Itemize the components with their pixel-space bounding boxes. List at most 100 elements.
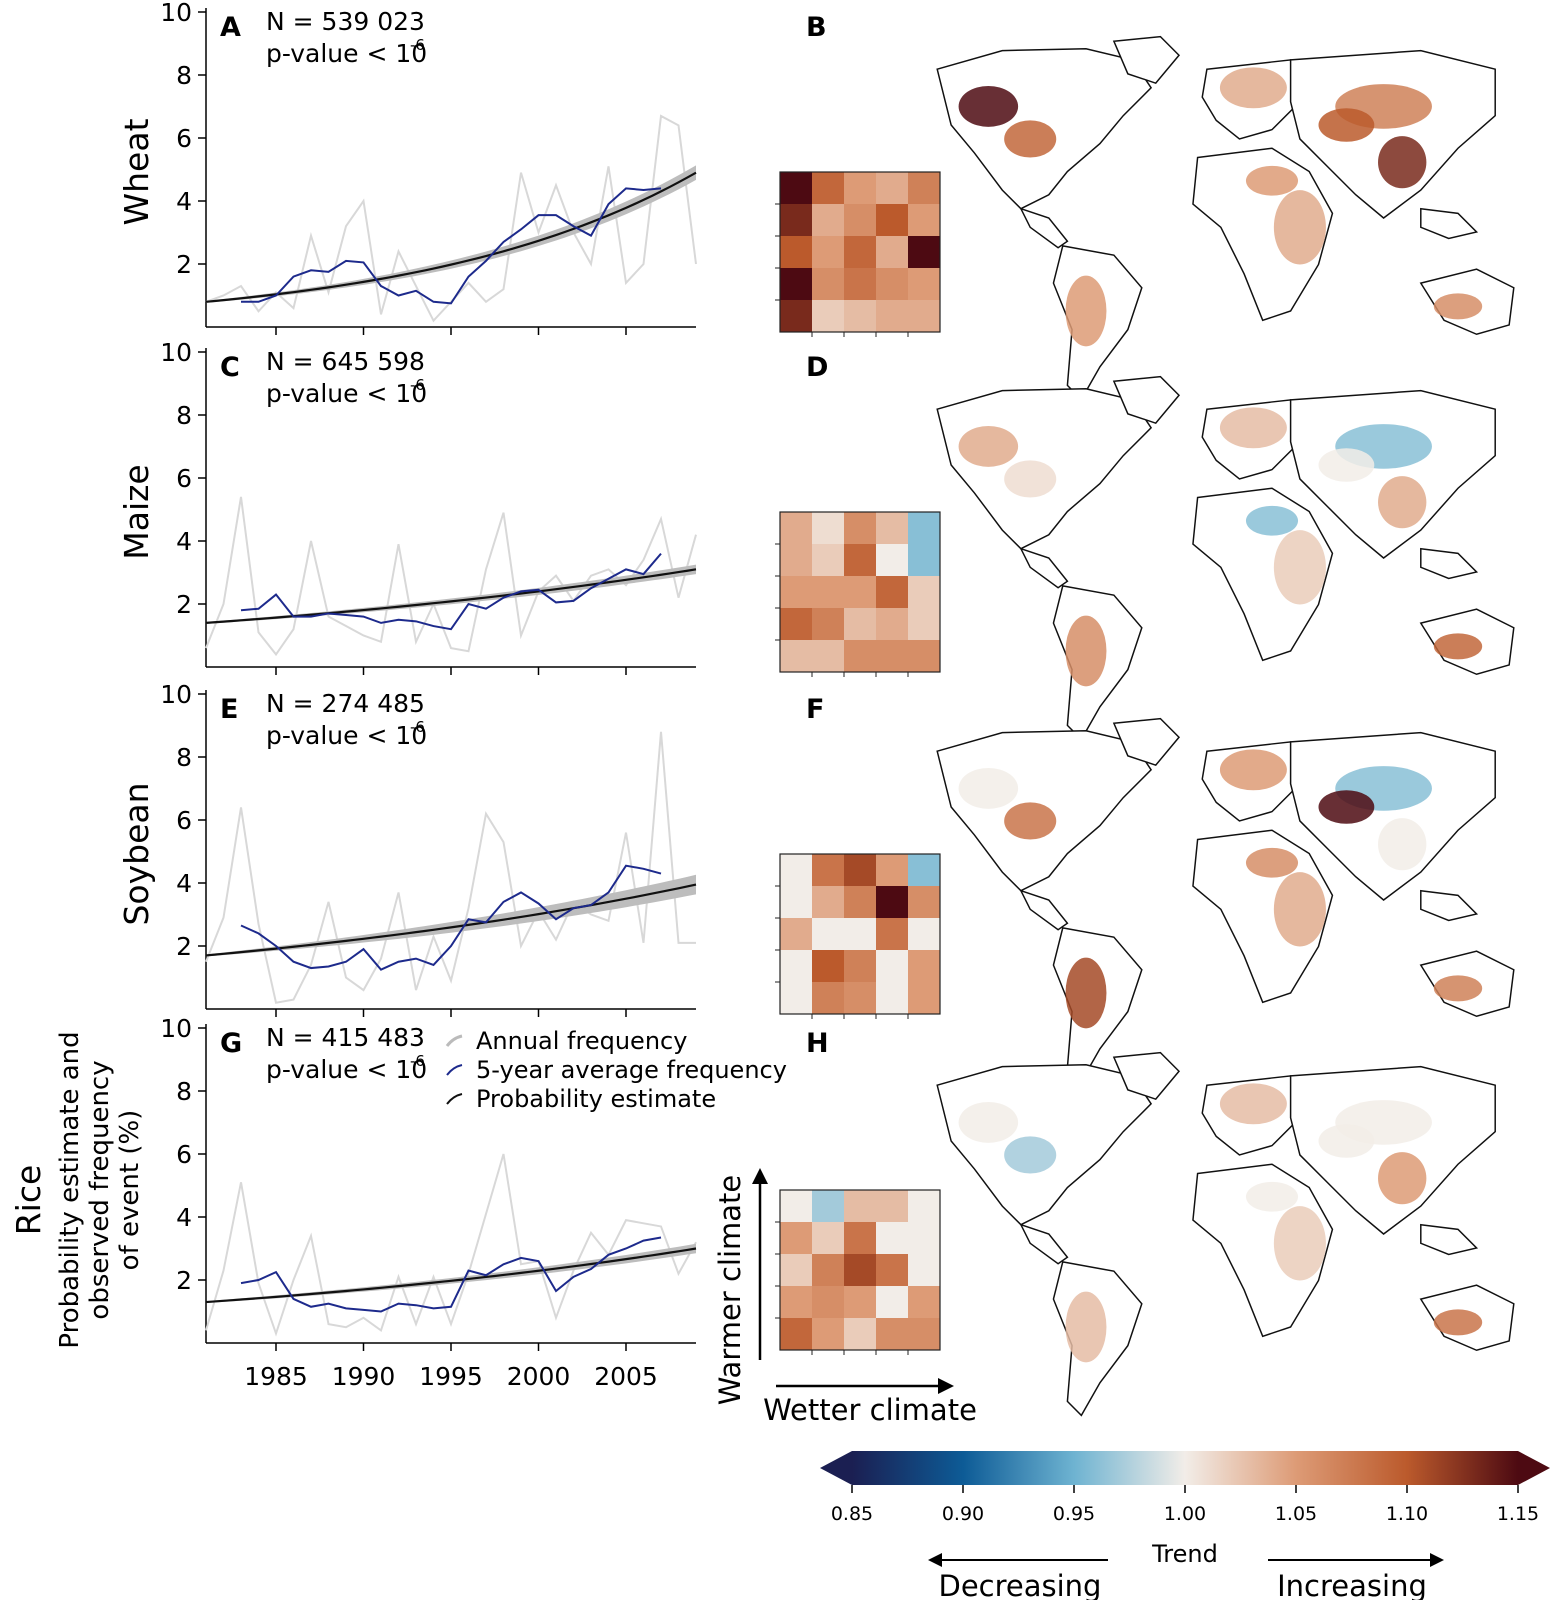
cropland-region bbox=[1219, 67, 1287, 109]
cropland-region bbox=[1245, 1181, 1299, 1212]
cropland-region bbox=[1433, 975, 1483, 1002]
cropland-region bbox=[1004, 460, 1057, 498]
grid-cell bbox=[876, 576, 908, 608]
cropland-region bbox=[1273, 530, 1326, 605]
probability-estimate-line bbox=[205, 883, 697, 957]
grid-cell bbox=[876, 1254, 908, 1286]
grid-cell bbox=[780, 1222, 812, 1254]
cropland-region bbox=[1065, 615, 1107, 687]
grid-cell bbox=[812, 950, 844, 982]
grid-cell bbox=[908, 204, 940, 236]
y-tick-label: 8 bbox=[176, 1077, 192, 1106]
continent-greenland bbox=[1112, 375, 1181, 425]
grid-cell bbox=[780, 1318, 812, 1350]
world-map-rice bbox=[936, 1051, 1515, 1417]
grid-cell bbox=[812, 854, 844, 886]
grid-cell bbox=[780, 236, 812, 268]
x-tick-label: 2005 bbox=[594, 1362, 658, 1391]
cropland-region bbox=[1065, 957, 1107, 1029]
grid-cell bbox=[812, 608, 844, 640]
grid-cell bbox=[812, 982, 844, 1014]
grid-cell bbox=[844, 300, 876, 332]
cropland-region bbox=[1219, 407, 1287, 449]
grid-cell bbox=[844, 512, 876, 544]
grid-cell bbox=[812, 512, 844, 544]
panel-letter: A bbox=[220, 12, 241, 43]
grid-cell bbox=[876, 1286, 908, 1318]
y-tick-label: 8 bbox=[176, 61, 192, 90]
grid-cell bbox=[876, 608, 908, 640]
world-map-soybean bbox=[936, 717, 1515, 1083]
map-panel-letter: B bbox=[806, 12, 827, 43]
grid-cell bbox=[780, 512, 812, 544]
legend-annual-swatch bbox=[445, 1034, 463, 1047]
probability-band bbox=[206, 564, 696, 624]
grid-cell bbox=[780, 1254, 812, 1286]
cropland-region bbox=[1433, 633, 1483, 660]
y-tick-label: 6 bbox=[176, 124, 192, 153]
y-tick-label: 4 bbox=[176, 187, 192, 216]
grid-cell bbox=[780, 300, 812, 332]
grid-cell bbox=[844, 608, 876, 640]
grid-cell bbox=[844, 1286, 876, 1318]
map-panel-letter: F bbox=[806, 694, 824, 725]
continent-southeast-asia bbox=[1420, 1223, 1479, 1256]
continent-asia bbox=[1289, 389, 1496, 559]
cropland-region bbox=[1378, 136, 1427, 189]
continent-central-america bbox=[1019, 1223, 1069, 1265]
panel-rice: 10 8 6 4 2 1985 1990 1995 2000 2005 G N = 415 483 p-… bbox=[160, 1014, 697, 1391]
grid-frame bbox=[779, 511, 941, 673]
continent-asia bbox=[1289, 1065, 1496, 1235]
grid-cell bbox=[844, 1190, 876, 1222]
annual-frequency-line bbox=[205, 114, 697, 323]
avg5-frequency-line bbox=[241, 187, 662, 305]
grid-cell bbox=[812, 1254, 844, 1286]
panel-wheat: 10 8 6 4 2 A N = 539 023 p-value < 10-6 Wheat bbox=[117, 0, 697, 335]
warmer-climate-label: Warmer climate bbox=[713, 1175, 747, 1406]
grid-cell bbox=[876, 544, 908, 576]
grid-cell bbox=[780, 854, 812, 886]
legend-avg5-label: 5-year average frequency bbox=[476, 1056, 787, 1084]
cropland-region bbox=[958, 1101, 1019, 1143]
grid-cell bbox=[780, 950, 812, 982]
continent-central-america bbox=[1019, 207, 1069, 249]
grid-cell bbox=[780, 886, 812, 918]
cropland-region bbox=[1378, 1152, 1427, 1205]
grid-cell bbox=[876, 1190, 908, 1222]
n-text: N = 645 598 bbox=[266, 347, 425, 376]
legend-prob-swatch bbox=[446, 1093, 463, 1105]
cropland-region bbox=[1245, 847, 1299, 878]
grid-cell bbox=[908, 640, 940, 672]
crop-label: Maize bbox=[117, 464, 156, 560]
y-tick-label: 2 bbox=[176, 932, 192, 961]
grid-cell bbox=[844, 950, 876, 982]
n-text: N = 415 483 bbox=[266, 1023, 425, 1052]
map-panel-letter: H bbox=[806, 1028, 829, 1059]
grid-cell bbox=[780, 172, 812, 204]
avg5-frequency-line bbox=[240, 1236, 662, 1313]
grid-cell bbox=[812, 300, 844, 332]
y-tick-label: 6 bbox=[176, 1140, 192, 1169]
grid-cell bbox=[876, 512, 908, 544]
grid-cell bbox=[780, 204, 812, 236]
x-tick-label: 1995 bbox=[419, 1362, 483, 1391]
continent-greenland bbox=[1112, 717, 1181, 767]
cropland-region bbox=[1219, 1083, 1287, 1125]
probability-band bbox=[206, 874, 696, 957]
world-map-maize bbox=[936, 375, 1515, 741]
y-tick-label: 10 bbox=[160, 1014, 192, 1043]
x-tick-label: 2000 bbox=[507, 1362, 571, 1391]
p-value-text: p-value < 10 bbox=[266, 39, 427, 68]
y-tick-label: 8 bbox=[176, 743, 192, 772]
colorbar-right-extend bbox=[1518, 1451, 1550, 1485]
grid-cell bbox=[876, 982, 908, 1014]
y-tick-label: 4 bbox=[176, 1203, 192, 1232]
n-text: N = 274 485 bbox=[266, 689, 425, 718]
grid-cell bbox=[908, 854, 940, 886]
grid-cell bbox=[908, 608, 940, 640]
panel-soybean: 10 8 6 4 2 E N = 274 485 p-value < 10-6 Soybean bbox=[117, 680, 697, 1017]
grid-cell bbox=[908, 172, 940, 204]
increasing-label: Increasing bbox=[1277, 1569, 1427, 1600]
y-tick-label: 2 bbox=[176, 1266, 192, 1295]
